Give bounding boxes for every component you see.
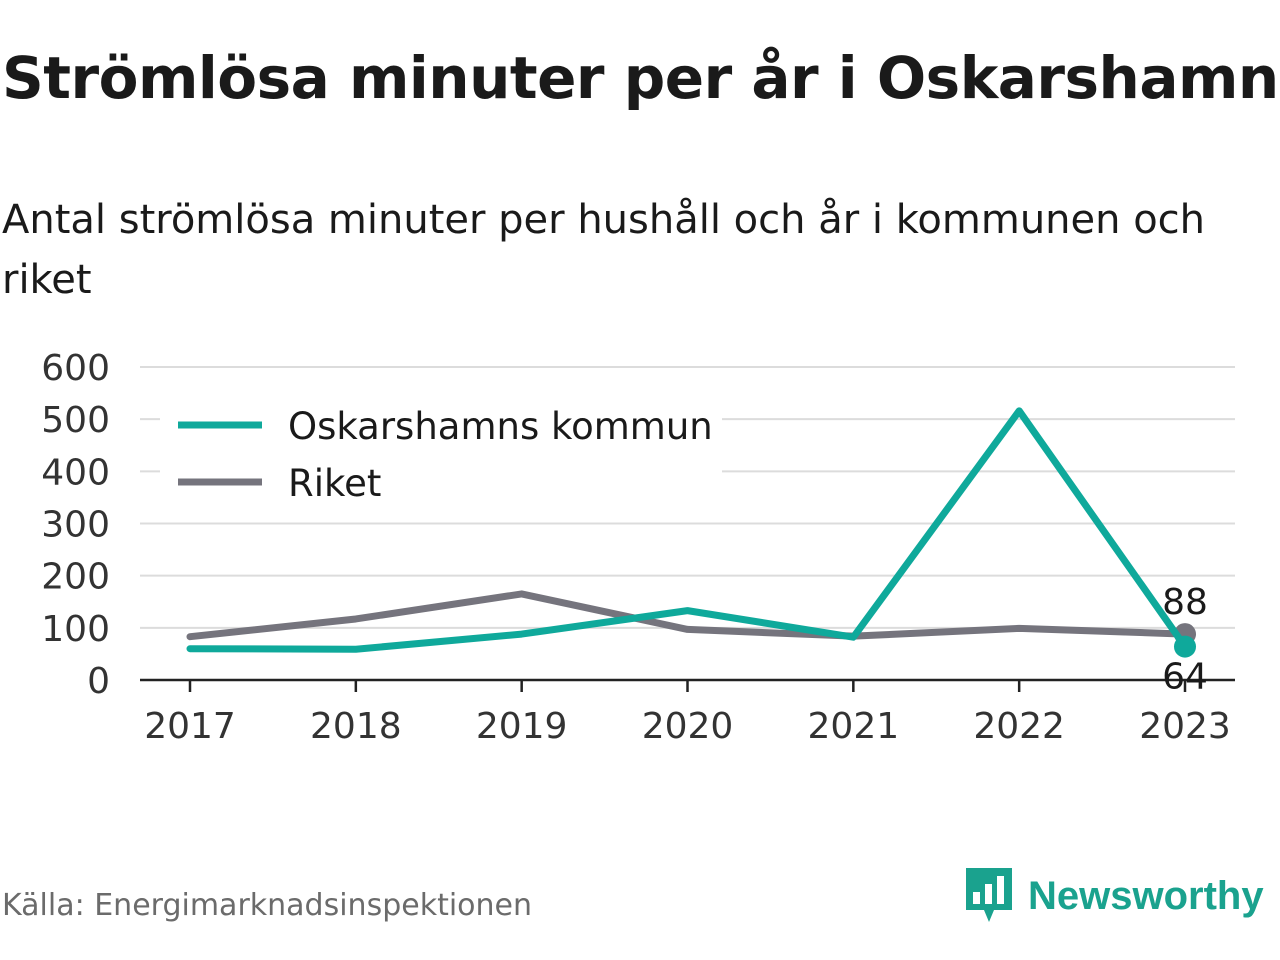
x-tick-label-2020: 2020	[642, 706, 734, 747]
x-tick-label-2022: 2022	[973, 706, 1065, 747]
legend-background	[160, 398, 722, 514]
source-note: Källa: Energimarknadsinspektionen	[2, 888, 533, 923]
series-line-oskarshamn	[186, 407, 1189, 653]
y-tick-label-500: 500	[41, 400, 110, 441]
legend-label-oskarshamn: Oskarshamns kommun	[288, 405, 713, 448]
legend: Oskarshamns kommun Riket	[160, 398, 722, 514]
y-tick-label-300: 300	[41, 505, 110, 546]
x-tick-label-2018: 2018	[310, 706, 402, 747]
y-tick-label-400: 400	[41, 452, 110, 493]
y-tick-label-100: 100	[41, 609, 110, 650]
x-axis-ticks: 2017 2018 2019 2020 2021 2022 2023	[140, 678, 1235, 747]
line-chart: 0 100 200 300 400 500 600 2017 2018 2019 2020 2021…	[41, 348, 1235, 747]
x-tick-label-2017: 2017	[144, 706, 236, 747]
chart-title: Strömlösa minuter per år i Oskarshamn	[2, 44, 1279, 112]
y-tick-label-200: 200	[41, 557, 110, 598]
y-axis-ticks: 0 100 200 300 400 500 600	[41, 348, 110, 702]
x-tick-label-2021: 2021	[808, 706, 900, 747]
end-label-riket: 88	[1162, 582, 1208, 623]
x-tick-label-2023: 2023	[1139, 706, 1231, 747]
series-point-oskarshamn-2023	[1174, 635, 1196, 658]
end-labels: 88 64	[1162, 582, 1208, 698]
brand-name: Newsworthy	[1028, 873, 1264, 918]
newsworthy-logo-icon	[966, 868, 1012, 922]
legend-label-riket: Riket	[288, 462, 381, 505]
brand-logo[interactable]: Newsworthy	[964, 864, 1264, 928]
end-label-oskarshamn: 64	[1162, 657, 1208, 698]
y-tick-label-0: 0	[87, 661, 110, 702]
chart-subtitle: Antal strömlösa minuter per hushåll och …	[2, 197, 1206, 303]
y-tick-label-600: 600	[41, 348, 110, 389]
series	[186, 407, 1196, 658]
series-line-riket	[186, 590, 1189, 641]
x-tick-label-2019: 2019	[476, 706, 568, 747]
